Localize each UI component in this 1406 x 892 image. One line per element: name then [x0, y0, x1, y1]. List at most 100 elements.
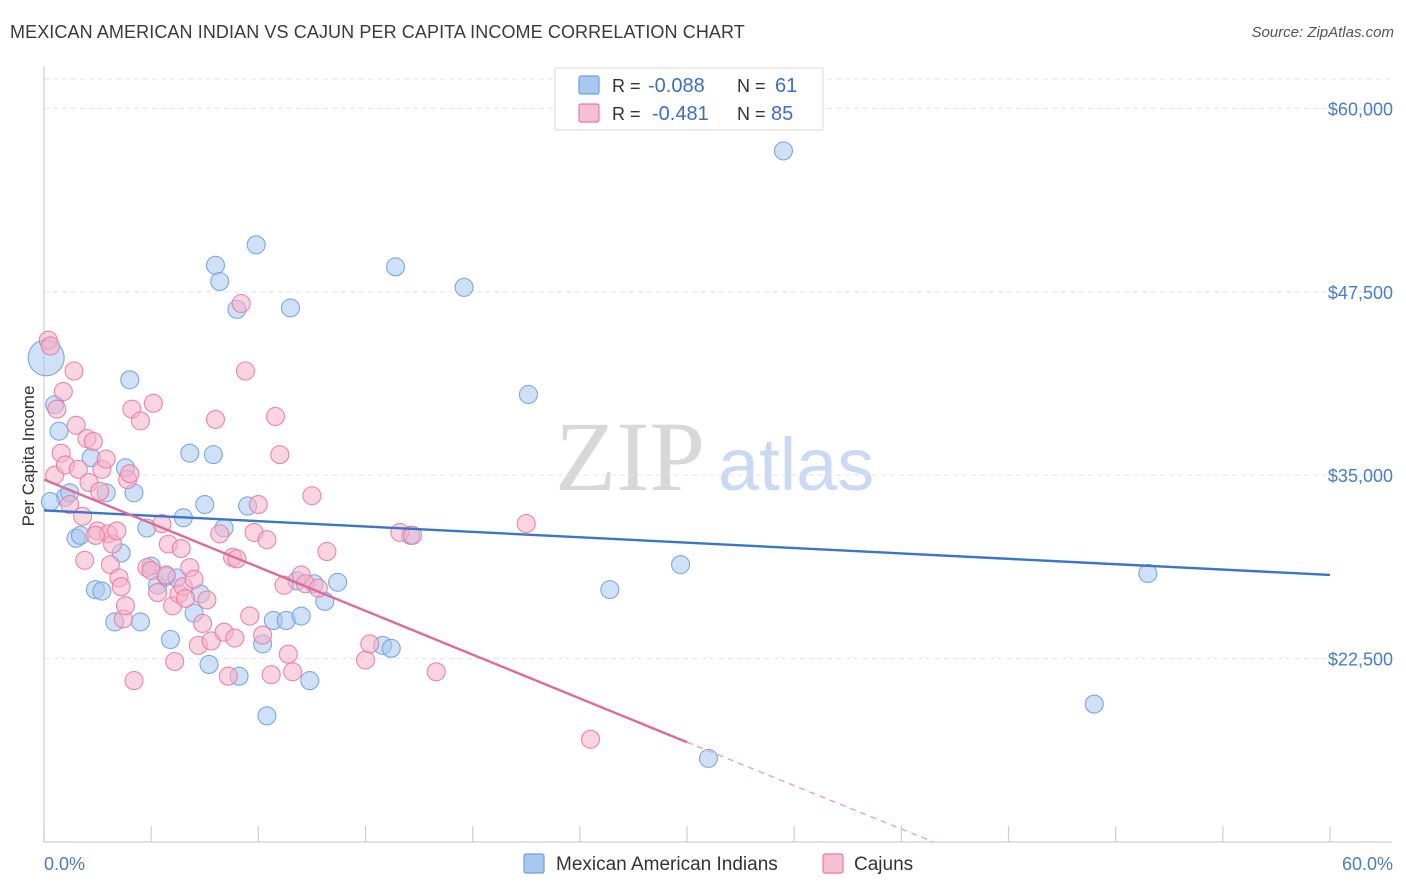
- series-legend-swatch-0: [523, 853, 545, 874]
- series-layer: [27, 141, 1158, 768]
- stats-legend-r-label-1: R =: [612, 104, 641, 124]
- y-tick-label-0: $22,500: [1328, 650, 1393, 670]
- y-tick-label-2: $47,500: [1328, 283, 1393, 303]
- series-0-point-41: [280, 298, 301, 318]
- series-0-point-14: [120, 370, 140, 390]
- series-0-point-29: [203, 445, 223, 465]
- series-1-point-78: [403, 525, 423, 545]
- trend-layer: [43, 478, 1331, 843]
- series-1-point-72: [302, 486, 322, 506]
- x-tick-label-0: 0.0%: [44, 854, 85, 874]
- series-0-point-30: [205, 255, 226, 275]
- series-1-point-15: [83, 431, 103, 451]
- series-1-point-17: [90, 481, 110, 501]
- series-0-point-2: [49, 421, 69, 441]
- source-label: Source: ZipAtlas.com: [1251, 24, 1394, 41]
- series-1-point-44: [175, 588, 196, 608]
- series-1-point-68: [278, 644, 298, 664]
- series-0-point-24: [180, 443, 200, 463]
- series-legend: Mexican American Indians Cajuns: [523, 853, 913, 875]
- stats-legend-n-value-1: 85: [771, 103, 793, 125]
- series-1-point-51: [205, 409, 226, 429]
- watermark-zip: ZIP: [555, 401, 705, 512]
- series-0-point-9: [92, 581, 112, 601]
- series-0-point-38: [257, 706, 277, 726]
- series-1-point-80: [516, 514, 536, 534]
- series-legend-label-1: Cajuns: [854, 854, 913, 875]
- stats-legend-n-label-0: N =: [737, 76, 766, 96]
- stats-legend-n-value-0: 61: [775, 75, 797, 97]
- series-1-point-74: [317, 541, 337, 562]
- y-tick-label-3: $60,000: [1328, 99, 1393, 119]
- series-legend-label-0: Mexican American Indians: [556, 854, 778, 875]
- series-1-point-81: [580, 729, 601, 749]
- series-1-point-52: [210, 524, 230, 544]
- series-0-point-57: [1138, 563, 1158, 584]
- stats-legend-n-label-1: N =: [737, 104, 766, 124]
- series-1-point-5: [53, 381, 73, 402]
- stats-legend-r-label-0: R =: [612, 76, 641, 96]
- series-1-point-46: [184, 569, 204, 589]
- series-0-point-31: [210, 271, 230, 292]
- series-1-point-76: [360, 634, 380, 654]
- series-1-point-19: [96, 449, 116, 469]
- series-1-point-49: [197, 590, 217, 610]
- series-0-point-16: [130, 612, 150, 632]
- series-1-point-29: [120, 464, 140, 484]
- series-0-point-58: [1084, 694, 1104, 714]
- series-0-trend-line: [43, 509, 1331, 577]
- series-0-point-60: [40, 492, 60, 512]
- series-1-point-7: [60, 494, 80, 515]
- series-0-point-55: [671, 555, 691, 575]
- series-0-point-47: [328, 572, 348, 592]
- series-0-point-21: [160, 629, 181, 650]
- series-1-point-61: [248, 494, 268, 515]
- y-tick-labels: $22,500 $35,000 $47,500 $60,000: [1328, 99, 1393, 669]
- series-1-point-32: [130, 411, 150, 431]
- series-1-point-82: [225, 628, 245, 648]
- series-0-point-50: [385, 257, 406, 277]
- series-1-point-10: [68, 459, 88, 479]
- series-0-point-27: [195, 494, 215, 515]
- series-1-point-27: [115, 596, 135, 616]
- axes: [43, 66, 1392, 843]
- series-1-point-36: [148, 583, 168, 603]
- series-1-point-8: [64, 361, 84, 381]
- series-0-point-44: [300, 671, 320, 691]
- series-1-point-84: [85, 525, 105, 545]
- series-1-point-54: [218, 666, 238, 686]
- series-1-point-69: [283, 662, 303, 682]
- series-1-points: [38, 293, 601, 749]
- series-1-point-64: [261, 665, 281, 685]
- series-1-point-57: [231, 293, 251, 314]
- series-1-point-66: [270, 445, 290, 465]
- series-1-point-9: [66, 415, 86, 435]
- series-1-point-59: [240, 606, 260, 626]
- series-1-point-65: [265, 406, 286, 427]
- x-tick-labels: 0.0% 60.0%: [44, 854, 1393, 874]
- series-1-point-38: [156, 565, 176, 585]
- series-1-trend-extension: [686, 741, 934, 843]
- series-1-point-31: [124, 671, 144, 691]
- series-1-trend-line: [43, 478, 688, 744]
- series-1-point-63: [257, 530, 277, 550]
- watermark-atlas: atlas: [718, 423, 874, 506]
- series-0-point-36: [246, 235, 266, 255]
- stats-legend-r-value-0: -0.088: [648, 75, 705, 97]
- series-1-point-83: [171, 538, 191, 559]
- series-1-point-11: [73, 506, 93, 526]
- series-1-point-62: [253, 625, 273, 645]
- series-1-point-75: [355, 650, 376, 670]
- series-1-point-3: [47, 399, 67, 419]
- series-1-point-12: [75, 550, 95, 570]
- series-1-point-48: [193, 613, 213, 633]
- y-axis-title: Per Capita Income: [19, 386, 38, 527]
- y-tick-label-1: $35,000: [1328, 466, 1393, 486]
- series-0-point-59: [698, 748, 718, 768]
- stats-legend-swatch-0: [578, 75, 600, 95]
- series-1-point-23: [107, 521, 127, 541]
- stats-legend-r-value-1: -0.481: [652, 103, 709, 125]
- series-0-point-43: [291, 606, 311, 626]
- series-0-point-49: [381, 638, 401, 658]
